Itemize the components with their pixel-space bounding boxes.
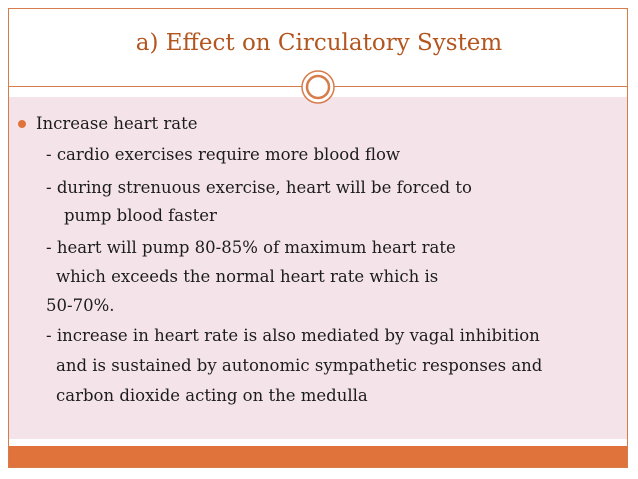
bullet-line: 50-70%. <box>46 296 115 315</box>
bullet-heading: Increase heart rate <box>36 114 198 133</box>
bullet-line: and is sustained by autonomic sympatheti… <box>56 356 543 375</box>
bullet-line: pump blood faster <box>64 206 217 225</box>
bullet-line: carbon dioxide acting on the medulla <box>56 386 368 405</box>
bullet-line: - heart will pump 80-85% of maximum hear… <box>46 238 456 257</box>
bullet-line: - during strenuous exercise, heart will … <box>46 178 472 197</box>
slide-title: a) Effect on Circulatory System <box>135 30 503 56</box>
footer-bar <box>9 446 627 467</box>
bullet-line: - increase in heart rate is also mediate… <box>46 326 540 345</box>
bullet-line: - cardio exercises require more blood fl… <box>46 145 401 164</box>
content-panel <box>9 97 627 439</box>
bullet-line: which exceeds the normal heart rate whic… <box>56 267 439 286</box>
double-circle-ornament-icon <box>301 70 335 104</box>
bullet-dot-icon <box>18 120 26 128</box>
